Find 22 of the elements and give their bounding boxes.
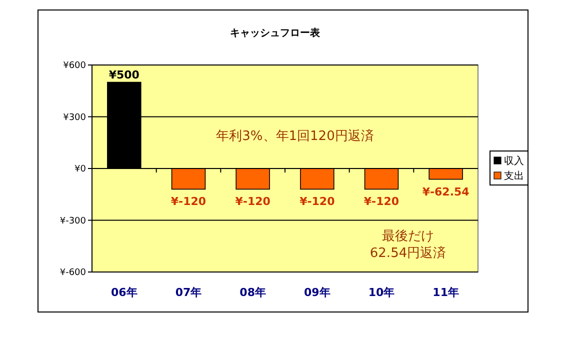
legend-label: 収入	[504, 155, 524, 167]
x-tick-label: 11年	[432, 286, 459, 299]
data-label: ¥500	[108, 68, 140, 82]
x-tick-label: 10年	[368, 286, 395, 299]
legend-label: 支出	[504, 170, 524, 182]
data-label: ¥-120	[300, 195, 336, 208]
data-label: ¥-120	[364, 195, 400, 208]
x-tick-label: 08年	[240, 286, 266, 299]
y-tick-label: ¥300	[63, 112, 86, 123]
annotation: 最後だけ 62.54円返済	[370, 229, 446, 261]
annotation: 年利3%、年1回120円返済	[216, 128, 374, 144]
y-tick-label: ¥600	[63, 61, 86, 72]
data-label: ¥-120	[235, 195, 271, 208]
data-label: ¥-120	[170, 195, 206, 208]
data-label: ¥-62.54	[422, 185, 470, 198]
y-tick-label: ¥-300	[60, 216, 86, 226]
x-tick-label: 09年	[304, 286, 330, 299]
y-tick-label: ¥-600	[60, 268, 86, 278]
x-tick-label: 06年	[111, 286, 138, 299]
chart-title: キャッシュフロー表	[230, 27, 321, 39]
x-tick-label: 07年	[175, 286, 202, 299]
y-tick-label: ¥0	[74, 164, 86, 175]
